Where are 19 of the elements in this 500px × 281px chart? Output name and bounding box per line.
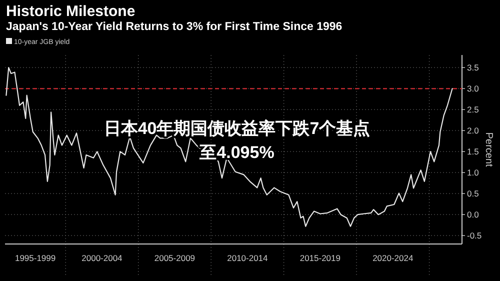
x-tick-label: 2010-2014 [227,253,268,263]
x-tick-label: 2005-2009 [154,253,196,263]
chart-subtitle: Japan's 10-Year Yield Returns to 3% for First Time Since 1996 [6,21,342,33]
y-axis-title: Percent [483,132,494,167]
y-tick-label: 0.0 [467,210,480,220]
line-series [6,67,453,227]
y-tick-label: 2.5 [467,104,480,115]
y-tick-label: 3.5 [467,62,480,73]
y-tick-label: 2.0 [467,126,480,136]
y-tick-label: 3.0 [467,84,480,94]
x-tick-label: 2020-2024 [372,253,414,263]
x-tick-label: 2015-2019 [300,253,341,263]
y-tick-label: -0.5 [467,230,482,241]
y-tick-label: 1.5 [467,146,480,157]
y-tick-label: 0.5 [467,188,480,199]
chart-title: Historic Milestone [6,3,136,20]
x-tick-label: 2000-2004 [82,253,123,263]
x-tick-label: 1995-1999 [14,253,56,263]
y-tick-label: 1.0 [467,168,480,178]
